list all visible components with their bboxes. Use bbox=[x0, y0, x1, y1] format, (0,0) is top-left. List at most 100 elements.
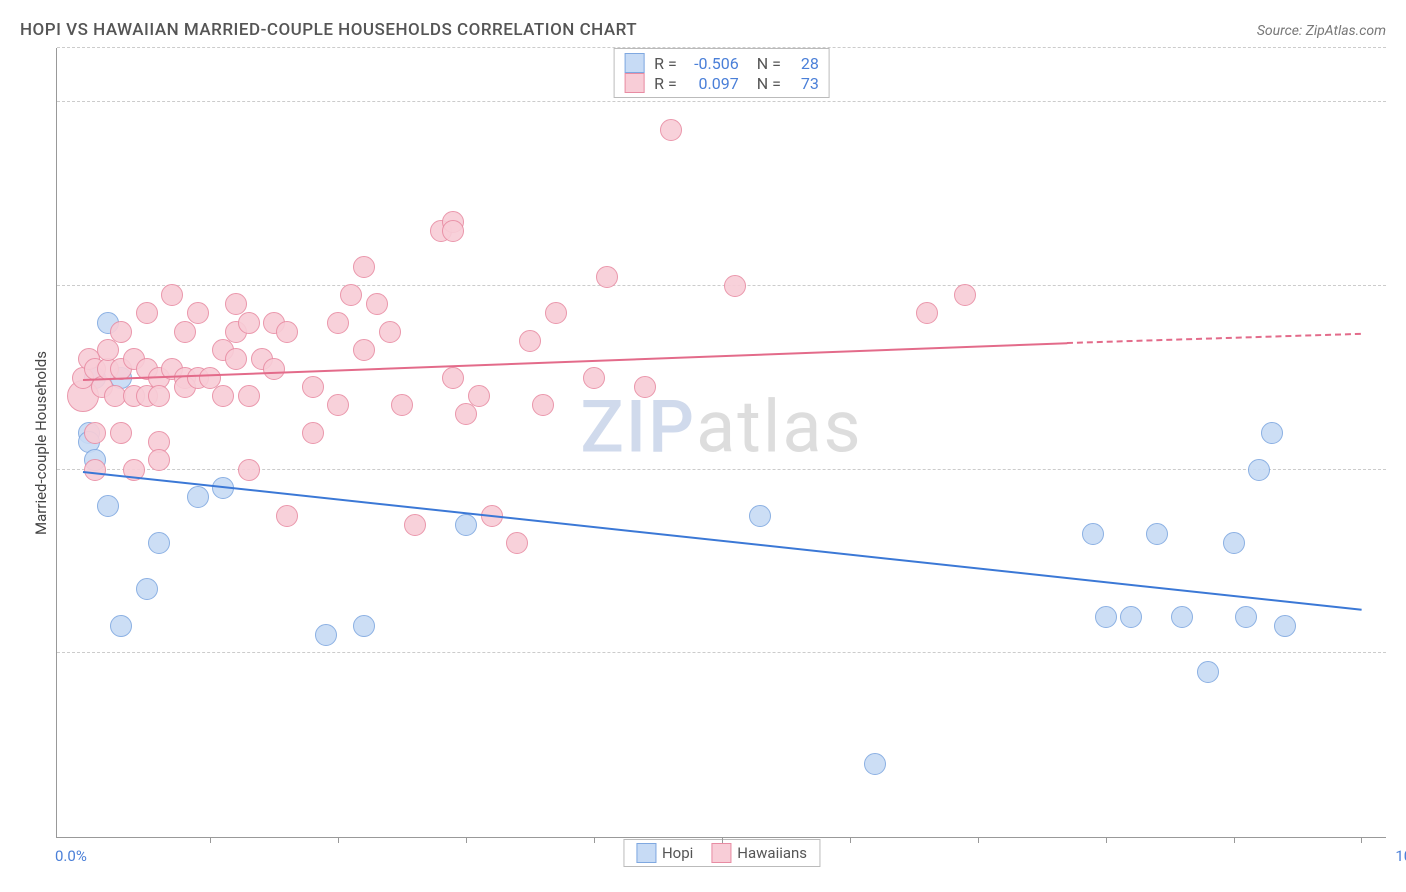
data-point bbox=[596, 266, 618, 288]
data-point bbox=[238, 385, 260, 407]
data-point bbox=[634, 376, 656, 398]
data-point bbox=[532, 394, 554, 416]
x-tick bbox=[850, 837, 851, 843]
legend-R-label: R = bbox=[654, 74, 677, 93]
data-point bbox=[1120, 606, 1142, 628]
data-point bbox=[1197, 661, 1219, 683]
data-point bbox=[148, 449, 170, 471]
data-point bbox=[724, 275, 746, 297]
data-point bbox=[442, 220, 464, 242]
x-tick bbox=[722, 837, 723, 843]
data-point bbox=[302, 376, 324, 398]
x-axis-max-label: 100.0% bbox=[1395, 847, 1406, 865]
data-point bbox=[545, 302, 567, 324]
legend-N-label: N = bbox=[757, 74, 781, 93]
x-tick bbox=[594, 837, 595, 843]
data-point bbox=[1171, 606, 1193, 628]
x-axis-min-label: 0.0% bbox=[55, 847, 87, 865]
legend-item: Hawaiians bbox=[711, 843, 807, 863]
data-point bbox=[148, 385, 170, 407]
data-point bbox=[148, 532, 170, 554]
data-point bbox=[187, 302, 209, 324]
data-point bbox=[276, 321, 298, 343]
chart-title: HOPI VS HAWAIIAN MARRIED-COUPLE HOUSEHOL… bbox=[20, 20, 637, 40]
data-point bbox=[84, 459, 106, 481]
source-label: Source: ZipAtlas.com bbox=[1257, 23, 1386, 39]
data-point bbox=[136, 302, 158, 324]
y-tick-label: 20.0% bbox=[1391, 644, 1406, 662]
data-point bbox=[276, 505, 298, 527]
legend-N-value: 73 bbox=[791, 74, 819, 93]
legend-swatch bbox=[624, 73, 644, 93]
x-tick bbox=[1234, 837, 1235, 843]
gridline bbox=[57, 285, 1386, 286]
data-point bbox=[353, 256, 375, 278]
data-point bbox=[519, 330, 541, 352]
legend-N-value: 28 bbox=[791, 54, 819, 73]
data-point bbox=[379, 321, 401, 343]
x-tick bbox=[1106, 837, 1107, 843]
legend-R-value: -0.506 bbox=[687, 54, 739, 73]
data-point bbox=[110, 321, 132, 343]
legend-swatch bbox=[711, 843, 731, 863]
data-point bbox=[506, 532, 528, 554]
data-point bbox=[212, 385, 234, 407]
y-tick-label: 40.0% bbox=[1391, 461, 1406, 479]
gridline bbox=[57, 101, 1386, 102]
data-point bbox=[1274, 615, 1296, 637]
x-tick bbox=[338, 837, 339, 843]
data-point bbox=[1223, 532, 1245, 554]
data-point bbox=[455, 403, 477, 425]
x-tick bbox=[1361, 837, 1362, 843]
legend-stat-row: R = 0.097 N = 73 bbox=[624, 73, 819, 93]
gridline bbox=[57, 47, 1386, 48]
data-point bbox=[864, 753, 886, 775]
legend-series-name: Hopi bbox=[662, 844, 693, 862]
data-point bbox=[455, 514, 477, 536]
data-point bbox=[366, 293, 388, 315]
legend-series: Hopi Hawaiians bbox=[623, 839, 820, 867]
data-point bbox=[315, 624, 337, 646]
data-point bbox=[97, 495, 119, 517]
data-point bbox=[84, 422, 106, 444]
data-point bbox=[225, 348, 247, 370]
data-point bbox=[238, 459, 260, 481]
gridline bbox=[57, 652, 1386, 653]
x-tick bbox=[210, 837, 211, 843]
data-point bbox=[1261, 422, 1283, 444]
legend-R-label: R = bbox=[654, 54, 677, 73]
data-point bbox=[353, 615, 375, 637]
data-point bbox=[1248, 459, 1270, 481]
data-point bbox=[1235, 606, 1257, 628]
legend-swatch bbox=[624, 53, 644, 73]
y-tick-label: 60.0% bbox=[1391, 277, 1406, 295]
data-point bbox=[263, 358, 285, 380]
data-point bbox=[110, 422, 132, 444]
data-point bbox=[442, 367, 464, 389]
data-point bbox=[468, 385, 490, 407]
y-axis-label: Married-couple Households bbox=[32, 351, 50, 535]
data-point bbox=[1095, 606, 1117, 628]
legend-stat-row: R =-0.506N =28 bbox=[624, 53, 819, 73]
title-row: HOPI VS HAWAIIAN MARRIED-COUPLE HOUSEHOL… bbox=[20, 20, 1386, 40]
chart-container: HOPI VS HAWAIIAN MARRIED-COUPLE HOUSEHOL… bbox=[20, 20, 1386, 838]
legend-stats: R = -0.506 N = 28R = 0.097 N = 73 bbox=[613, 48, 830, 98]
trend-line bbox=[82, 471, 1361, 611]
legend-series-name: Hawaiians bbox=[737, 844, 807, 862]
legend-item: Hopi bbox=[636, 843, 693, 863]
data-point bbox=[583, 367, 605, 389]
data-point bbox=[340, 284, 362, 306]
data-point bbox=[136, 578, 158, 600]
data-point bbox=[302, 422, 324, 444]
data-point bbox=[110, 615, 132, 637]
data-point bbox=[404, 514, 426, 536]
data-point bbox=[187, 486, 209, 508]
legend-R-value: 0.097 bbox=[687, 74, 739, 93]
data-point bbox=[1146, 523, 1168, 545]
data-point bbox=[327, 394, 349, 416]
watermark-zip: ZIP bbox=[580, 384, 696, 469]
x-tick bbox=[978, 837, 979, 843]
data-point bbox=[238, 312, 260, 334]
plot-area: Married-couple Households ZIPatlas R =-0… bbox=[56, 48, 1386, 838]
data-point bbox=[1082, 523, 1104, 545]
